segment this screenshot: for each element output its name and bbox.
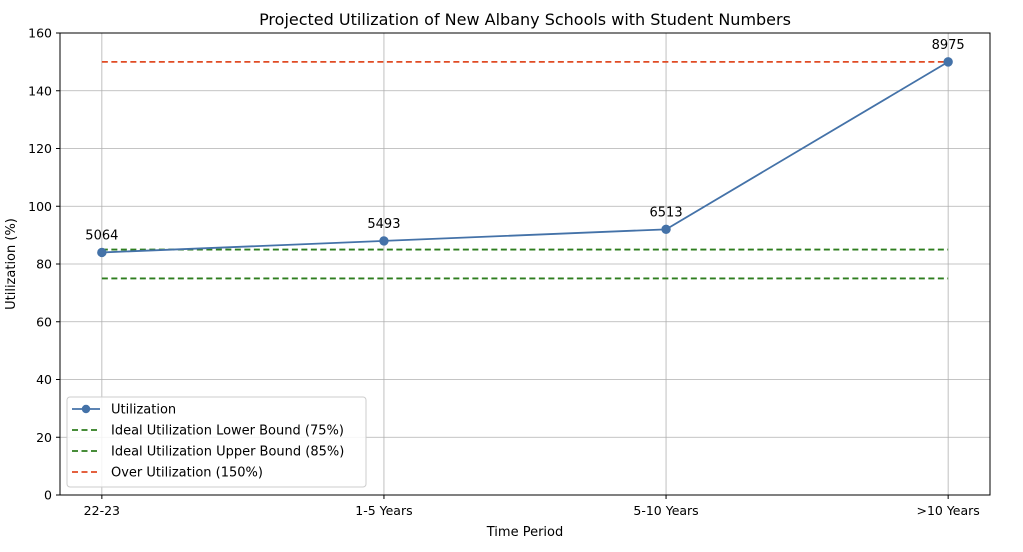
data-label: 6513 <box>650 205 683 220</box>
y-tick-label: 80 <box>36 257 52 272</box>
y-tick-label: 160 <box>28 26 52 41</box>
x-tick-label: 5-10 Years <box>633 503 698 518</box>
x-axis-label: Time Period <box>486 525 563 540</box>
y-tick-label: 100 <box>28 199 52 214</box>
y-axis-label: Utilization (%) <box>4 218 19 310</box>
data-labels: 5064 5493 6513 8975 <box>85 38 964 244</box>
y-tick-label: 0 <box>44 488 52 503</box>
x-tick-label: >10 Years <box>916 503 979 518</box>
legend-box <box>66 396 367 488</box>
x-tick-label: 1-5 Years <box>355 503 412 518</box>
legend-label: Utilization <box>111 403 176 418</box>
ticks: 0 20 40 60 80 100 120 140 160 22-23 1-5 Years 5-10 … <box>28 26 980 519</box>
series-line <box>101 61 949 254</box>
y-tick-label: 20 <box>36 430 52 445</box>
data-point <box>661 224 671 235</box>
legend-marker <box>81 404 91 414</box>
y-tick-label: 120 <box>28 141 52 156</box>
data-label: 8975 <box>932 38 965 53</box>
legend: Utilization Ideal Utilization Lower Bound… <box>66 396 367 488</box>
data-point <box>379 236 389 246</box>
y-tick-label: 40 <box>36 372 52 387</box>
chart-title: Projected Utilization of New Albany Scho… <box>259 10 791 29</box>
y-tick-label: 140 <box>28 83 52 98</box>
data-label: 5064 <box>85 228 118 243</box>
data-label: 5493 <box>367 217 400 232</box>
reference-lines <box>101 60 949 280</box>
data-point <box>943 57 953 67</box>
legend-label: Ideal Utilization Lower Bound (75%) <box>111 424 344 439</box>
y-tick-label: 60 <box>36 314 52 329</box>
x-tick-label: 22-23 <box>84 503 120 518</box>
series-layer <box>97 57 953 258</box>
legend-label: Over Utilization (150%) <box>111 466 263 481</box>
data-point <box>97 247 107 258</box>
legend-label: Ideal Utilization Upper Bound (85%) <box>111 445 344 460</box>
